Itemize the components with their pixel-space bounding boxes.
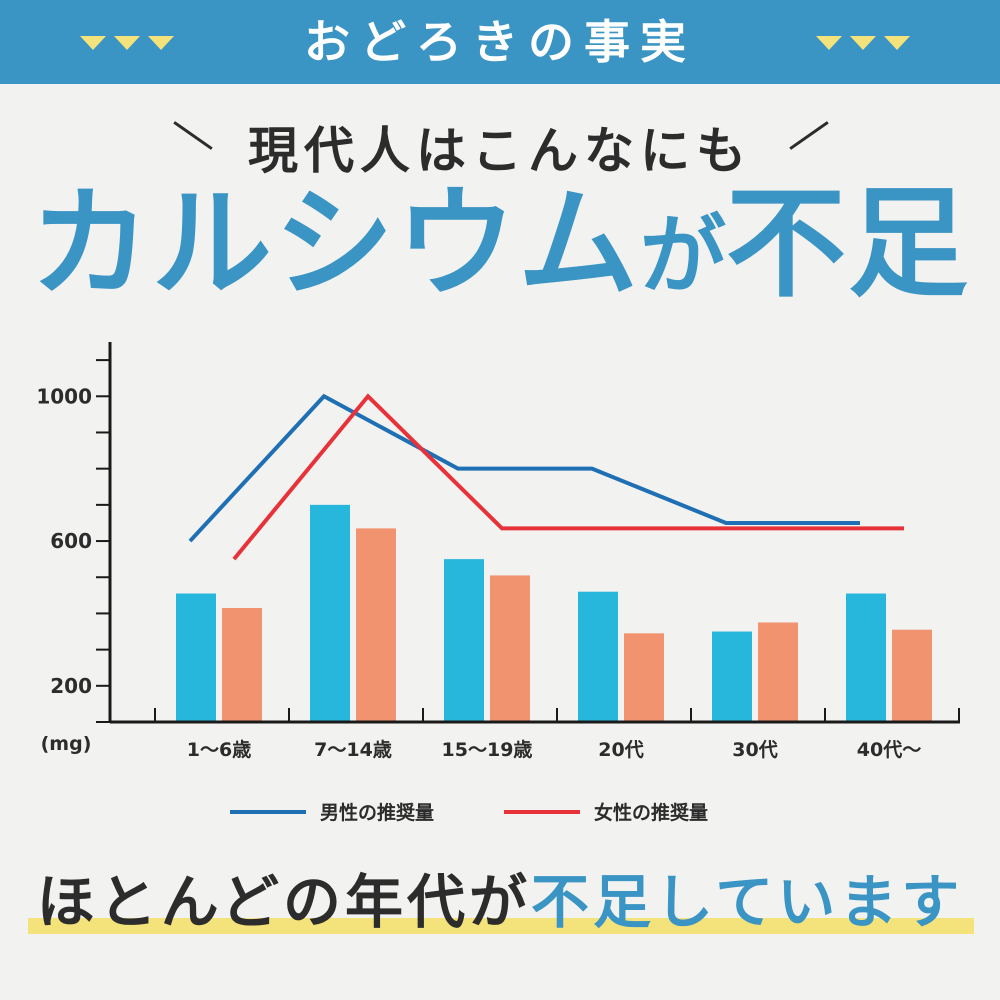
x-tick-label: 30代 — [732, 739, 777, 761]
line-female — [232, 393, 904, 561]
bar-male-5 — [846, 593, 886, 722]
footer-highlight-band — [28, 918, 974, 934]
triangle-icon — [148, 36, 174, 50]
headline-particle: が — [640, 206, 726, 306]
labels-group: 200 600 1000 (mg) 1～6歳 7～14歳 15～19歳 20代 30代 40代～ — [36, 384, 921, 761]
subtitle: 現代人はこんなにも — [248, 122, 752, 180]
bar-female-5 — [892, 629, 932, 722]
y-tick-label: 600 — [50, 529, 92, 553]
triangle-icon — [80, 36, 106, 50]
x-tick-label: 40代～ — [857, 739, 921, 761]
bar-female-0 — [222, 608, 262, 722]
bar-female-4 — [758, 622, 798, 722]
chart-legend: 男性の推奨量 女性の推奨量 — [0, 798, 1000, 828]
axes-group — [96, 342, 960, 724]
bar-male-4 — [712, 631, 752, 722]
banner-title: おどろきの事実 — [304, 15, 696, 69]
legend-item-male: 男性の推奨量 — [230, 798, 434, 825]
bar-female-2 — [490, 575, 530, 722]
banner-left-triangles — [80, 36, 174, 50]
line-male — [188, 393, 860, 543]
triangle-icon — [850, 36, 876, 50]
x-tick-label: 15～19歳 — [442, 739, 533, 761]
triangle-icon — [816, 36, 842, 50]
legend-female-label: 女性の推奨量 — [594, 802, 709, 824]
y-unit-label: (mg) — [41, 733, 92, 755]
bar-male-1 — [310, 504, 350, 722]
banner-right-triangles — [816, 36, 910, 50]
headline-main: カルシウム — [30, 175, 640, 314]
headline: カルシウムが不足 — [0, 170, 1000, 355]
x-tick-label: 7～14歳 — [314, 739, 392, 761]
legend-male-line-icon — [230, 809, 306, 814]
bar-female-3 — [624, 633, 664, 722]
triangle-icon — [114, 36, 140, 50]
y-tick-label: 1000 — [36, 384, 92, 408]
bars-group — [176, 504, 932, 722]
footer-text-highlight: 不足しています — [531, 868, 964, 936]
calcium-chart: 200 600 1000 (mg) 1～6歳 7～14歳 15～19歳 20代 30代 40代～ — [36, 342, 960, 761]
y-tick-label: 200 — [50, 674, 92, 698]
bar-female-1 — [356, 528, 396, 722]
x-tick-label: 20代 — [598, 739, 643, 761]
lines-group — [188, 393, 904, 561]
legend-item-female: 女性の推奨量 — [504, 798, 708, 825]
bar-male-2 — [444, 559, 484, 722]
legend-male-label: 男性の推奨量 — [320, 802, 435, 824]
triangle-icon — [884, 36, 910, 50]
bar-male-3 — [578, 591, 618, 722]
x-tick-label: 1～6歳 — [187, 739, 251, 761]
footer-message: ほとんどの年代が不足しています — [0, 862, 1000, 942]
legend-female-line-icon — [504, 809, 580, 814]
headline-end: 不足 — [726, 175, 970, 314]
bar-male-0 — [176, 593, 216, 722]
footer-text-start: ほとんどの年代が — [36, 868, 531, 936]
